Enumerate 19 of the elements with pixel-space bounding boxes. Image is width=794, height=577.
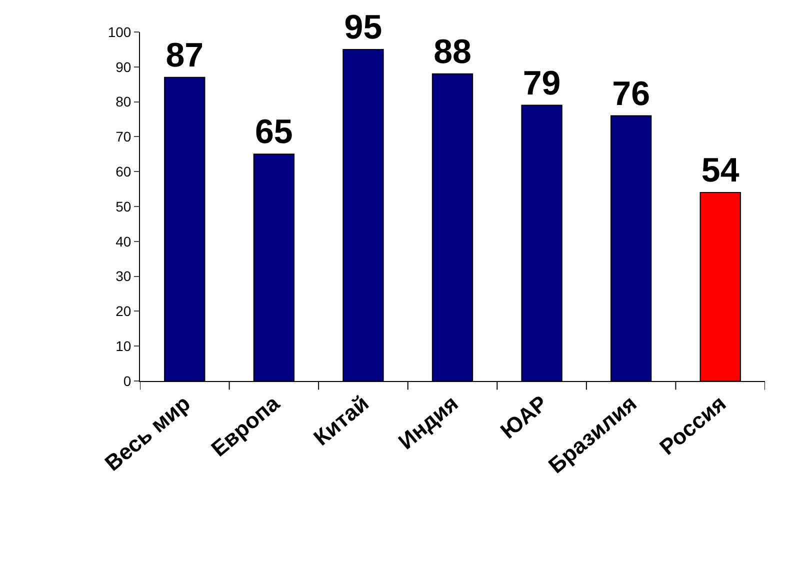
- data-label: 65: [255, 113, 293, 152]
- data-label: 95: [344, 8, 382, 46]
- data-label: 79: [522, 64, 561, 102]
- y-tick-label: 80: [116, 94, 132, 110]
- data-label: 88: [434, 32, 472, 71]
- y-tick-label: 20: [116, 303, 132, 320]
- y-tick-label: 60: [116, 164, 132, 180]
- y-tick-label: 40: [116, 233, 132, 250]
- y-tick-label: 0: [123, 372, 132, 389]
- y-tick-label: 10: [116, 338, 132, 354]
- y-tick-label: 50: [116, 198, 132, 214]
- y-tick-label: 100: [108, 24, 132, 40]
- y-tick-label: 30: [116, 268, 132, 284]
- x-tick-label: Весь мир: [100, 390, 195, 476]
- y-tick-label: 70: [116, 128, 132, 145]
- data-label: 76: [612, 74, 650, 113]
- data-label: 87: [166, 36, 204, 74]
- data-label: 54: [701, 152, 740, 190]
- y-tick-label: 90: [116, 58, 132, 75]
